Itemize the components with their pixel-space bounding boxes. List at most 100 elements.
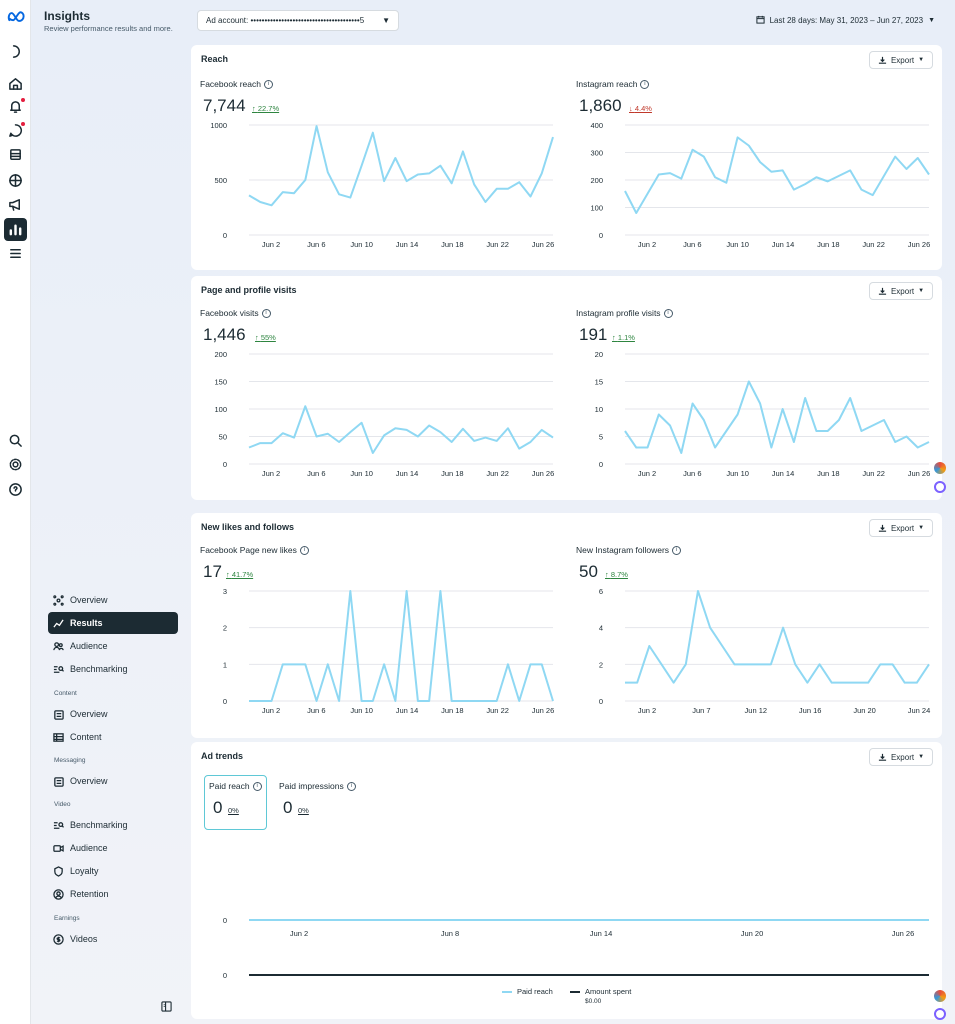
x-tick-label: Jun 16 [799,706,822,715]
nav-results[interactable]: Results [48,612,178,634]
nav-label: Loyalty [70,866,99,876]
fb-reach-delta: ↑ 22.7% [252,104,280,113]
export-label: Export [890,286,915,296]
visits-card: Page and profile visits Export ▼ Facebook… [191,276,942,500]
paid-impressions-tab[interactable]: Paid impressions i [279,781,356,791]
y-tick-label: 0 [223,231,227,240]
info-icon[interactable]: i [261,308,271,318]
x-tick-label: Jun 10 [350,706,373,715]
info-icon[interactable]: i [640,79,650,89]
assistant-icon[interactable] [934,1008,946,1020]
x-tick-label: Jun 14 [396,706,419,715]
paid-reach-label-row: Paid reach i [209,781,262,791]
x-tick-label: Jun 14 [772,469,795,478]
nav-messaging-overview[interactable]: Overview [48,770,178,792]
x-tick-label: Jun 2 [262,469,280,478]
info-icon[interactable]: i [252,781,262,791]
menu-icon[interactable] [7,245,24,262]
card-title: New likes and follows [201,522,295,532]
export-button[interactable]: Export ▼ [869,519,933,537]
nav-content-overview[interactable]: Overview [48,703,178,725]
fb-reach-label-row: Facebook reach i [200,79,273,89]
x-tick-label: Jun 10 [726,469,749,478]
export-button[interactable]: Export ▼ [869,51,933,69]
x-tick-label: Jun 10 [350,240,373,249]
content-overview-icon [54,709,64,720]
legend-amount-spent[interactable]: Amount spent [570,987,631,996]
x-tick-label: Jun 12 [745,706,768,715]
x-tick-label: Jun 10 [726,240,749,249]
nav-video-benchmarking[interactable]: Benchmarking [48,814,178,836]
fb-likes-delta: ↑ 41.7% [226,570,254,579]
legend-label: Paid reach [517,987,553,996]
info-icon[interactable]: i [263,79,273,89]
x-tick-label: Jun 6 [683,469,701,478]
legend-amount-value: $0.00 [585,998,602,1005]
nav-earnings-videos[interactable]: Videos [48,928,178,950]
export-button[interactable]: Export ▼ [869,748,933,766]
metric-label: Paid impressions [279,781,344,791]
nav-overview[interactable]: Overview [48,589,178,611]
nav-audience[interactable]: Audience [48,635,178,657]
ad-account-select[interactable]: Ad account: ••••••••••••••••••••••••••••… [197,10,399,31]
collapse-sidebar-icon[interactable] [161,999,172,1012]
metric-label: Facebook visits [200,308,259,318]
fb-reach-value: 7,744 [203,96,246,115]
assistant-icon[interactable] [934,481,946,493]
avatar[interactable] [7,43,24,60]
benchmark-icon [53,665,64,673]
nav-benchmarking[interactable]: Benchmarking [48,658,178,680]
chevron-down-icon: ▼ [382,16,390,25]
nav-video-audience[interactable]: Audience [48,837,178,859]
info-icon[interactable]: i [663,308,673,318]
messaging-overview-icon [54,776,64,787]
grid-icon[interactable] [7,172,24,189]
bell-icon[interactable] [7,98,25,115]
fb-likes-value: 17 [203,562,222,581]
export-button[interactable]: Export ▼ [869,282,933,300]
fb-visits-label-row: Facebook visits i [200,308,271,318]
y-tick-label: 10 [595,405,603,414]
download-icon [878,287,887,295]
x-tick-label: Jun 26 [532,469,555,478]
chevron-down-icon: ▼ [918,57,925,63]
nav-label: Overview [70,776,108,786]
extension-icon[interactable] [934,990,946,1002]
nav-label: Videos [70,934,98,944]
meta-logo-icon[interactable] [6,8,26,25]
nav-content[interactable]: Content [48,726,178,748]
insights-chart-icon[interactable] [4,218,27,241]
swatch [502,990,512,993]
ig-visits-value: 191 [579,325,608,344]
y-tick-label: 100 [214,405,227,414]
card-title: Ad trends [201,751,244,761]
y-tick-label: 400 [590,121,603,130]
search-icon[interactable] [7,432,24,449]
y-tick-label: 0 [599,231,603,240]
gear-icon[interactable] [7,456,24,473]
y-tick-label: 150 [214,378,227,387]
nav-label: Benchmarking [70,820,128,830]
nav-video-retention[interactable]: Retention [48,883,178,905]
ad-trends-card: Ad trends Export ▼ Paid reach i 0 0% Paid … [191,742,942,1019]
layers-icon[interactable] [7,146,24,163]
paid-reach-tab[interactable] [204,775,267,830]
info-icon[interactable]: i [346,781,356,791]
chat-icon[interactable] [7,122,25,139]
metric-label: Instagram profile visits [576,308,661,318]
nav-label: Audience [70,843,108,853]
x-tick-label: Jun 18 [441,706,464,715]
help-icon[interactable] [7,481,24,498]
x-tick-label: Jun 24 [908,706,931,715]
home-icon[interactable] [7,75,24,92]
nav-video-loyalty[interactable]: Loyalty [48,860,178,882]
x-tick-label: Jun 7 [692,706,710,715]
info-icon[interactable]: i [672,545,682,555]
info-icon[interactable]: i [299,545,309,555]
megaphone-icon[interactable] [7,196,24,213]
extension-icon[interactable] [934,462,946,474]
page-title: Insights [44,9,91,23]
x-tick-label: Jun 22 [862,469,885,478]
date-range-picker[interactable]: Last 28 days: May 31, 2023 – Jun 27, 202… [756,15,935,26]
legend-paid-reach[interactable]: Paid reach [502,987,553,996]
